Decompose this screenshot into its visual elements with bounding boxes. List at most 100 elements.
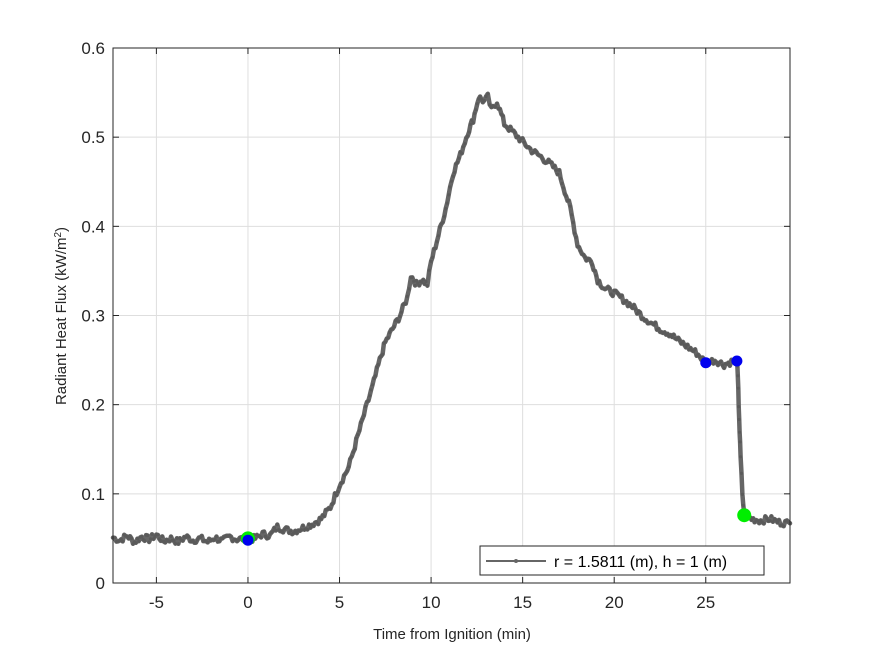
series-marker: [484, 94, 488, 99]
series-marker: [738, 440, 742, 444]
highlight-point: [731, 355, 743, 367]
series-marker: [482, 99, 486, 103]
series-marker: [771, 520, 775, 524]
series-marker: [721, 363, 725, 367]
series-marker: [433, 246, 438, 250]
series-marker: [736, 374, 740, 378]
series-marker: [471, 121, 475, 125]
series-marker: [366, 399, 370, 403]
x-tick-label: 10: [422, 593, 441, 612]
series-marker: [590, 263, 594, 267]
series-marker: [135, 537, 139, 541]
y-tick-label: 0.5: [81, 128, 105, 147]
series-marker: [714, 360, 719, 364]
series-marker: [410, 275, 414, 279]
series-marker: [140, 535, 144, 539]
series-marker: [722, 366, 726, 370]
series-marker: [129, 536, 134, 541]
series-marker: [719, 359, 723, 364]
series-marker: [463, 142, 467, 146]
series-marker: [370, 383, 375, 387]
series-marker: [392, 325, 396, 329]
series-marker: [751, 516, 755, 520]
series-marker: [195, 538, 199, 542]
series-marker: [672, 333, 676, 337]
series-marker: [214, 534, 219, 539]
series-marker: [416, 281, 420, 285]
x-tick-label: 15: [513, 593, 532, 612]
series-marker: [568, 204, 572, 208]
y-tick-label: 0.6: [81, 39, 105, 58]
legend: r = 1.5811 (m), h = 1 (m): [479, 545, 765, 576]
y-tick-label: 0.1: [81, 485, 105, 504]
series-marker: [236, 538, 240, 542]
series-marker: [470, 118, 474, 122]
series-marker: [762, 521, 766, 526]
series-marker: [176, 542, 180, 546]
series-marker: [448, 185, 452, 189]
y-tick-label: 0: [96, 574, 105, 593]
series-marker: [593, 269, 597, 273]
series-marker: [295, 531, 299, 535]
series-marker: [468, 122, 473, 126]
series-marker: [259, 535, 263, 540]
series-marker: [638, 310, 642, 315]
series-marker: [757, 521, 761, 525]
series-marker: [172, 539, 176, 543]
series-marker: [696, 353, 700, 357]
series-marker: [626, 304, 630, 308]
series-marker: [578, 249, 583, 253]
series-marker: [486, 92, 490, 96]
series-marker: [477, 97, 481, 101]
series-marker: [345, 469, 349, 473]
series-marker: [341, 480, 345, 484]
series-marker: [473, 111, 477, 116]
series-marker: [560, 181, 564, 186]
series-marker: [782, 524, 786, 528]
series-marker: [281, 530, 285, 535]
series-marker: [684, 345, 688, 349]
series-marker: [505, 126, 509, 130]
series-marker: [274, 528, 278, 533]
series-marker: [386, 336, 390, 340]
series-marker: [726, 361, 731, 365]
series-marker: [307, 522, 311, 527]
series-marker: [299, 528, 303, 532]
series-marker: [635, 312, 639, 316]
series-marker: [554, 168, 558, 172]
highlight-point: [737, 508, 752, 523]
series-marker: [474, 108, 478, 112]
highlight-point: [700, 357, 712, 369]
series-marker: [163, 540, 167, 545]
data-series: [110, 91, 793, 547]
series-marker: [331, 501, 335, 505]
series-marker: [143, 539, 147, 543]
series-marker: [738, 430, 742, 434]
series-marker: [577, 245, 581, 249]
series-marker: [521, 136, 525, 140]
series-marker: [334, 493, 339, 497]
y-tick-label: 0.3: [81, 307, 105, 326]
series-marker: [156, 533, 160, 537]
series-marker: [421, 278, 425, 282]
series-marker: [356, 433, 360, 437]
series-marker: [168, 539, 172, 544]
series-marker: [698, 355, 702, 359]
series-marker: [644, 318, 648, 322]
series-marker: [545, 160, 549, 164]
series-marker: [685, 343, 690, 347]
series-marker: [634, 307, 638, 311]
series-marker: [663, 330, 667, 334]
series-marker: [740, 492, 745, 496]
series-marker: [571, 220, 575, 225]
y-axis-label-sup: 2: [53, 232, 64, 238]
y-axis-label-end: ): [53, 227, 70, 232]
series-marker: [396, 319, 401, 323]
series-marker: [460, 151, 464, 155]
series-marker: [194, 541, 198, 545]
series-marker: [442, 214, 446, 218]
series-marker: [425, 284, 429, 288]
x-tick-label: 5: [335, 593, 344, 612]
series-marker: [467, 130, 471, 134]
series-marker: [293, 529, 297, 533]
